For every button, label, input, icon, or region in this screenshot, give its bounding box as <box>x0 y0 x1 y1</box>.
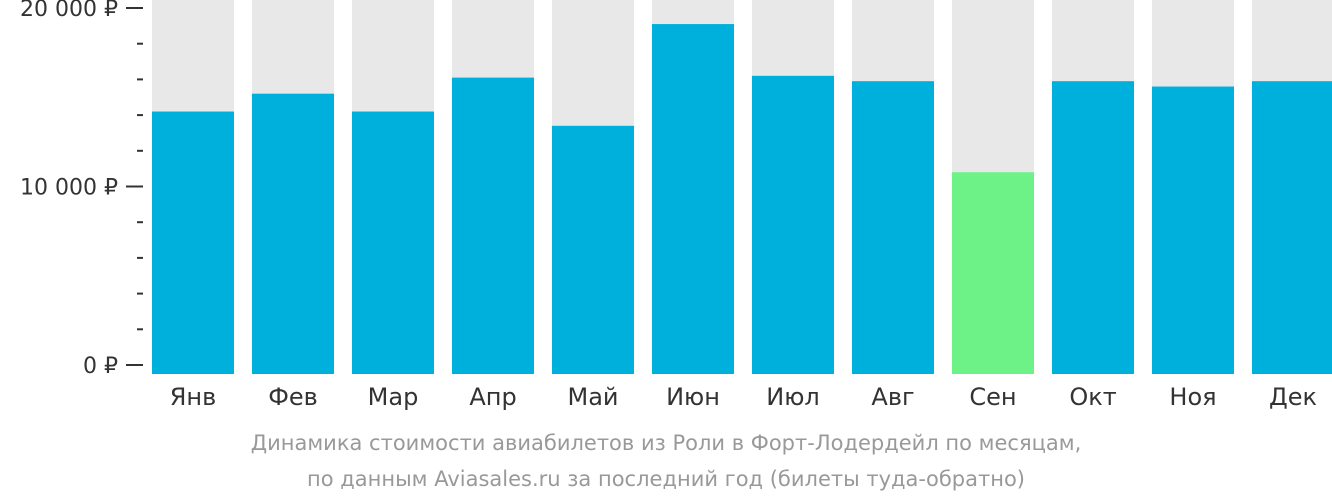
bar-3 <box>352 111 434 374</box>
bar-1 <box>152 111 234 374</box>
x-tick-label: Июн <box>666 383 720 411</box>
x-tick-label: Апр <box>469 383 516 411</box>
x-tick-label: Дек <box>1269 383 1317 411</box>
bar-4 <box>452 77 534 375</box>
bar-6 <box>652 24 734 374</box>
chart-caption-line-1: Динамика стоимости авиабилетов из Роли в… <box>250 431 1082 455</box>
y-tick-label: 0 ₽ <box>83 354 118 379</box>
bar-8 <box>852 81 934 374</box>
x-tick-label: Фев <box>268 383 318 411</box>
y-axis: 0 ₽ 10 000 ₽ 20 000 ₽ <box>20 0 143 379</box>
bar-5 <box>552 125 634 374</box>
y-tick-label: 10 000 ₽ <box>20 176 118 201</box>
bar-2 <box>252 93 334 375</box>
bars <box>152 24 1332 375</box>
chart-caption-line-2: по данным Aviasales.ru за последний год … <box>307 467 1025 491</box>
price-bar-chart: 0 ₽ 10 000 ₽ 20 000 ₽ Янв Фев Мар Апр Май Июн Ию… <box>20 0 1332 411</box>
bar-9 <box>952 172 1034 374</box>
x-tick-label: Ноя <box>1169 383 1216 411</box>
bar-10 <box>1052 81 1134 374</box>
x-tick-label: Янв <box>170 383 217 411</box>
bar-11 <box>1152 86 1234 374</box>
x-tick-label: Июл <box>766 383 820 411</box>
x-tick-label: Май <box>567 383 618 411</box>
x-tick-label: Мар <box>368 383 419 411</box>
x-tick-label: Сен <box>969 383 1016 411</box>
bar-12 <box>1252 81 1332 374</box>
x-axis: Янв Фев Мар Апр Май Июн Июл Авг Сен Окт Ноя Дек <box>170 383 1317 411</box>
y-tick-label: 20 000 ₽ <box>20 0 118 22</box>
x-tick-label: Окт <box>1069 383 1116 411</box>
x-tick-label: Авг <box>871 383 914 411</box>
bar-7 <box>752 75 834 374</box>
